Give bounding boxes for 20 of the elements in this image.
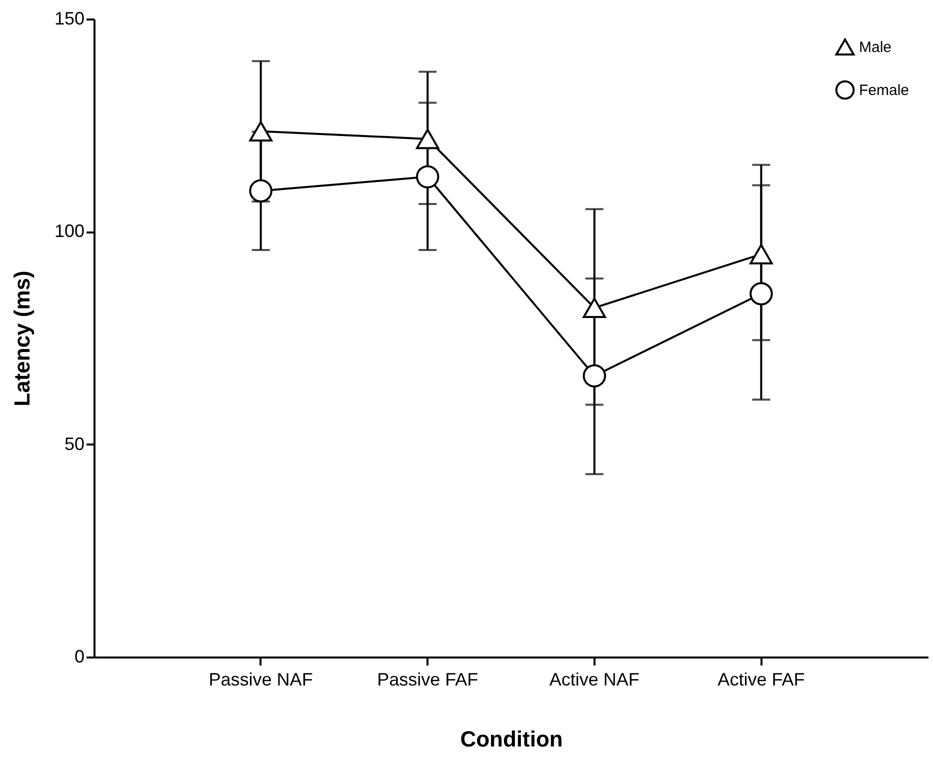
x-tick-label: Active FAF xyxy=(718,670,805,690)
y-tick-label: 100 xyxy=(54,221,84,242)
y-axis-title: Latency (ms) xyxy=(9,270,34,406)
y-tick-label: 150 xyxy=(54,8,84,28)
point xyxy=(249,121,272,142)
y-tick-label: 50 xyxy=(64,434,84,454)
y-tick-label: 0 xyxy=(74,646,84,666)
point xyxy=(249,179,272,202)
point xyxy=(582,364,606,388)
point xyxy=(416,128,440,150)
legend-label: Female xyxy=(859,82,910,99)
x-tick-label: Passive NAF xyxy=(208,670,313,690)
x-tick-label: Active NAF xyxy=(549,670,640,690)
legend-label: Male xyxy=(859,39,892,56)
x-axis-title: Condition xyxy=(460,726,563,752)
point xyxy=(750,282,773,306)
x-tick-label: Passive FAF xyxy=(377,670,478,690)
point xyxy=(416,165,440,188)
point xyxy=(750,244,773,264)
point xyxy=(582,298,606,318)
